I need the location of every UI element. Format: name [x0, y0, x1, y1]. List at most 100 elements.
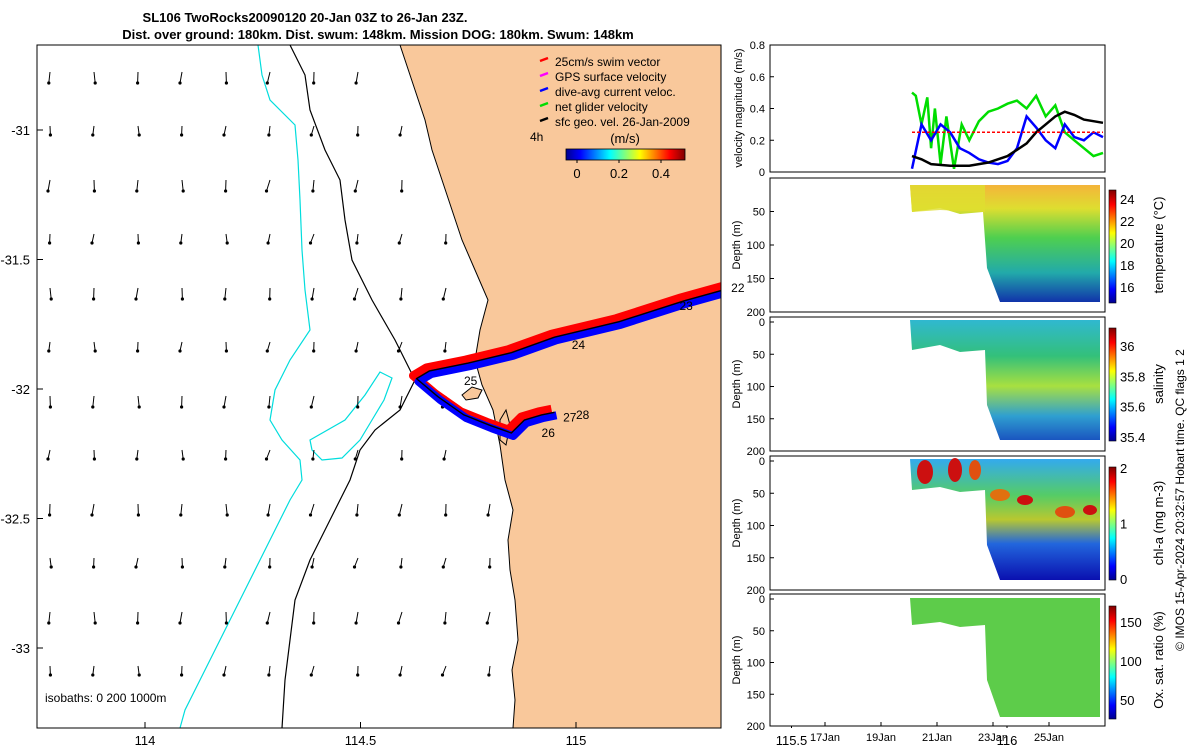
map-x-tick-label: 114.5 — [345, 733, 377, 748]
velocity-arrow — [354, 179, 359, 192]
velocity-arrow — [135, 287, 139, 300]
track-day-label: 27 — [563, 410, 577, 424]
surface-velocity-arrows — [46, 71, 492, 677]
velocity-arrow-head — [399, 565, 403, 569]
velocity-arrow — [136, 179, 139, 192]
velocity-arrow-head — [224, 457, 228, 461]
label-4h: 4h — [530, 130, 543, 144]
velocity-arrow — [354, 557, 359, 568]
velocity-arrow — [224, 287, 227, 300]
velocity-arrow-head — [265, 349, 269, 353]
velocity-arrow-head — [90, 513, 94, 517]
salinity-y-axis: 0 50 100 150 200 — [747, 317, 774, 458]
velocity-arrow — [181, 179, 184, 192]
isobath-200m — [281, 45, 416, 728]
velocity-arrow — [398, 611, 403, 624]
velocity-arrow-head — [224, 81, 228, 85]
legend-swatch — [539, 101, 549, 108]
velocity-arrow-head — [265, 621, 269, 625]
velocity-arrow-head — [352, 565, 357, 569]
colorbar-tick-label: 20 — [1120, 236, 1134, 251]
chla-patch — [969, 460, 981, 480]
velocity-arrow-head — [400, 457, 404, 461]
velocity-arrow-head — [92, 565, 96, 569]
velocity-arrow-head — [442, 457, 446, 461]
velocity-arrow-head — [487, 673, 491, 677]
velocity-arrow-head — [180, 297, 184, 301]
velocity-arrow-head — [178, 349, 182, 353]
velocity-arrow-head — [135, 457, 139, 461]
velocity-arrow — [400, 287, 403, 300]
velocity-arrow-head — [222, 405, 226, 409]
velocity-arrow — [48, 611, 51, 624]
chla-patch — [917, 460, 933, 484]
velocity-arrow — [312, 179, 315, 192]
date-tick-label: 23Jan — [978, 732, 1008, 744]
isobath-1000m-loop — [309, 371, 393, 461]
isobath-1000m — [179, 45, 311, 728]
temperature-y-axis: 50 100 150 200 — [747, 207, 774, 319]
velocity-arrow-head — [267, 133, 271, 137]
temperature-colorbar-ticks: 24 22 20 18 16 — [1120, 192, 1134, 295]
velocity-arrow-head — [178, 621, 182, 625]
velocity-arrow — [267, 503, 271, 516]
colorbar-tick-label: 24 — [1120, 192, 1134, 207]
temperature-warm-upper — [910, 185, 985, 212]
velocity-series — [910, 91, 1104, 170]
chla-colorbar-ticks: 2 1 0 — [1120, 461, 1127, 587]
colorbar-tick-label: 35.4 — [1120, 430, 1145, 445]
velocity-arrow-head — [396, 349, 401, 353]
depth-tick-label: 200 — [747, 307, 765, 319]
velocity-arrow-head — [398, 133, 402, 137]
velocity-arrow-head — [136, 621, 140, 625]
depth-tick-label: 50 — [753, 349, 765, 361]
velocity-arrow-head — [268, 297, 272, 301]
velocity-arrow-head — [223, 297, 227, 301]
speed-colorbar — [565, 148, 686, 161]
depth-tick-label: 100 — [747, 240, 765, 252]
velocity-arrow-head — [49, 565, 53, 569]
salinity-colorbar-ticks: 36 35.8 35.6 35.4 — [1120, 339, 1145, 445]
legend-swatch — [539, 56, 549, 63]
velocity-arrow-head — [356, 133, 360, 137]
temperature-colorbar — [1108, 189, 1117, 304]
chla-panel: 0 50 100 150 200 Depth (m) 2 1 0 chl-a (mg m-3… — [731, 455, 1166, 597]
colorbar-tick-label: 2 — [1120, 461, 1127, 476]
depth-tick-label: 150 — [747, 274, 765, 286]
velocity-arrow-head — [311, 457, 315, 461]
map-y-tick-label: -32.5 — [0, 512, 30, 527]
track-day-label: 28 — [576, 408, 590, 422]
figure-title-line2: Dist. over ground: 180km. Dist. swum: 14… — [122, 27, 634, 42]
chla-colorbar — [1108, 466, 1117, 581]
velocity-arrow — [268, 395, 271, 408]
colorbar-tick-label: 1 — [1120, 517, 1127, 532]
velocity-arrow-head — [310, 565, 314, 569]
depth-tick-label: 200 — [747, 721, 765, 733]
track-day-label: 25 — [464, 374, 478, 388]
velocity-arrow-head — [224, 621, 228, 625]
date-tick-label: 25Jan — [1034, 732, 1064, 744]
velocity-arrow-head — [396, 621, 401, 625]
velocity-y-tick-label: 0.8 — [750, 40, 765, 52]
colorbar-tick-label: 0 — [573, 166, 580, 181]
depth-tick-label: 100 — [747, 382, 765, 394]
track-line — [415, 289, 721, 434]
depth-tick-label: 0 — [759, 456, 765, 468]
velocity-arrow — [444, 611, 447, 624]
depth-tick-label: 50 — [753, 207, 765, 219]
legend-label: net glider velocity — [555, 100, 648, 114]
depth-tick-label: 150 — [747, 553, 765, 565]
velocity-arrow — [311, 287, 315, 300]
velocity-arrow-head — [356, 673, 360, 677]
velocity-arrow-head — [137, 673, 141, 677]
velocity-y-tick-label: 0.2 — [750, 135, 765, 147]
depth-tick-label: 150 — [747, 689, 765, 701]
map-y-axis: -31 -31.5 -32 -32.5 -33 — [0, 123, 43, 656]
rottnest-island — [461, 386, 483, 401]
velocity-arrow — [266, 71, 271, 84]
velocity-y-tick-label: 0.6 — [750, 72, 765, 84]
date-axis: 17Jan 19Jan 21Jan 23Jan 25Jan — [810, 722, 1064, 744]
velocity-y-axis: 0 0.2 0.4 0.6 0.8 — [750, 40, 774, 179]
depth-tick-label: 150 — [747, 414, 765, 426]
